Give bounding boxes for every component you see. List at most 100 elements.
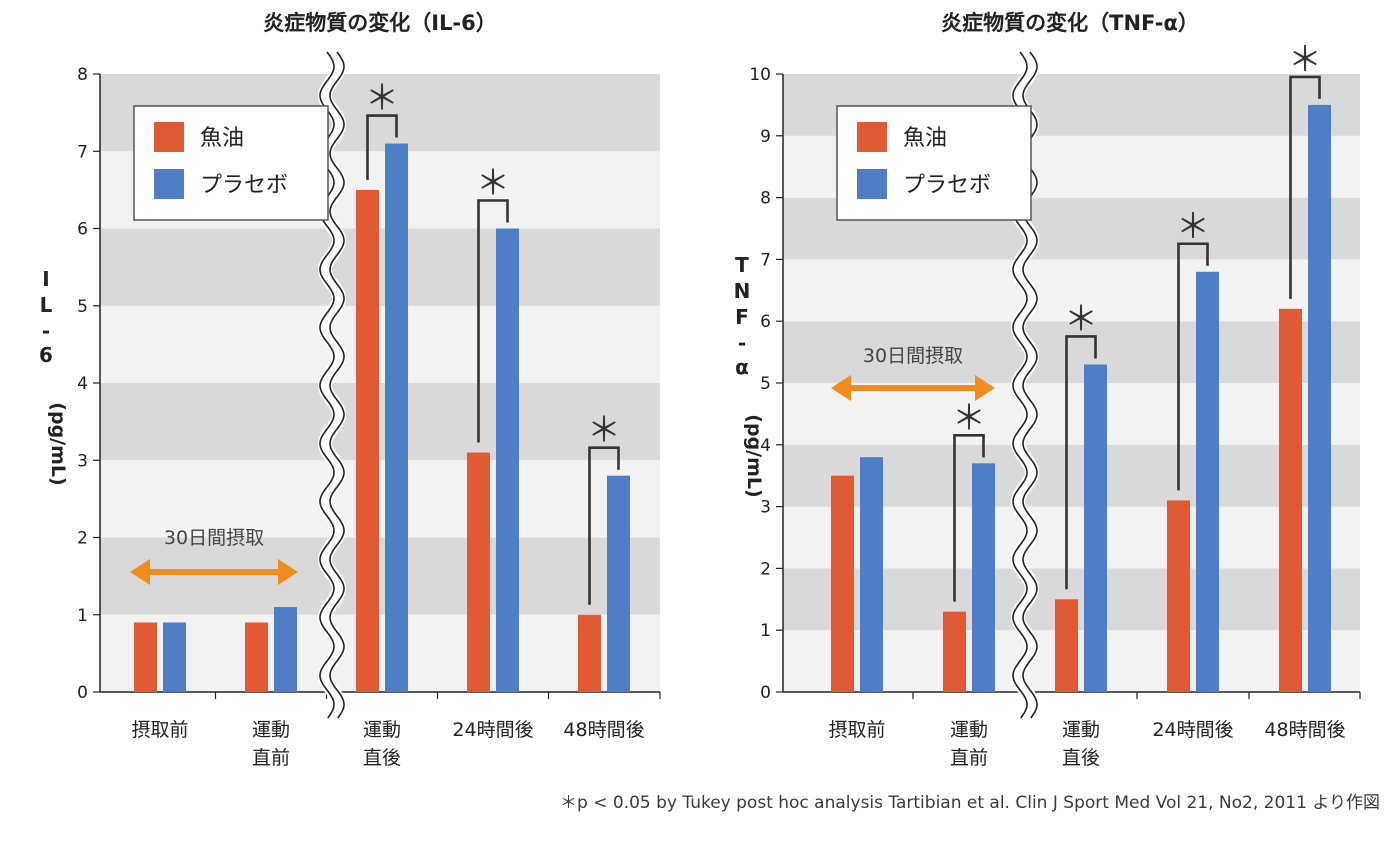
y-tick-label: 7 [77, 142, 88, 162]
y-tick-label: 8 [77, 65, 88, 85]
x-category-label: 直前 [252, 747, 290, 769]
y-tick-label: 10 [749, 65, 771, 85]
grid-band [100, 383, 660, 461]
bar-fish-oil [831, 475, 854, 692]
bar-placebo [1084, 364, 1107, 692]
x-category-label: 摂取前 [828, 719, 885, 741]
legend-swatch-fish-oil [857, 122, 887, 152]
intake-label: 30日間摂取 [863, 345, 963, 367]
y-tick-label: 4 [77, 374, 88, 394]
x-category-label: 直後 [1062, 747, 1100, 769]
bar-placebo [1196, 271, 1219, 692]
significance-asterisk: ＊ [587, 411, 621, 451]
significance-bracket [1177, 242, 1209, 491]
footnote: ＊p < 0.05 by Tukey post hoc analysis Tar… [560, 793, 1380, 813]
bar-fish-oil [467, 452, 490, 692]
y-tick-label: 6 [77, 220, 88, 240]
x-category-label: 48時間後 [563, 719, 644, 741]
y-tick-label: 0 [760, 683, 771, 703]
y-tick-label: 2 [77, 529, 88, 549]
bar-fish-oil [245, 622, 268, 692]
bar-placebo [274, 607, 297, 692]
grid-band [100, 305, 660, 383]
bar-fish-oil [356, 189, 379, 692]
significance-asterisk: ＊ [952, 398, 986, 438]
legend-label-fish-oil: 魚油 [200, 126, 244, 151]
bar-placebo [385, 143, 408, 692]
y-axis-label-unit: (pg/mL) [743, 414, 765, 497]
y-tick-label: 9 [760, 127, 771, 147]
significance-asterisk: ＊ [365, 79, 399, 119]
grid-band [783, 321, 1360, 383]
x-category-label: 運動 [363, 719, 401, 741]
intake-arrow-head-left [831, 375, 851, 401]
x-category-label: 直前 [950, 747, 988, 769]
grid-band [100, 228, 660, 306]
x-category-label: 運動 [252, 719, 290, 741]
y-tick-label: 6 [760, 312, 771, 332]
significance-asterisk: ＊ [476, 164, 510, 204]
bar-placebo [607, 475, 630, 692]
y-axis-label-unit: (pg/mL) [47, 402, 69, 485]
legend-label-fish-oil: 魚油 [903, 126, 947, 151]
y-tick-label: 4 [760, 436, 771, 456]
y-axis-label-char: - [42, 319, 50, 343]
bar-placebo [496, 228, 519, 692]
intake-arrow-head-right [278, 559, 298, 585]
significance-bracket [1065, 335, 1097, 590]
y-tick-label: 8 [760, 189, 771, 209]
intake-label: 30日間摂取 [164, 527, 264, 549]
significance-asterisk: ＊ [1064, 299, 1098, 339]
x-category-label: 摂取前 [131, 719, 188, 741]
chart-title: 炎症物質の変化（IL-6） [263, 11, 497, 35]
y-tick-label: 3 [77, 451, 88, 471]
significance-asterisk: ＊ [1288, 40, 1322, 80]
y-axis-label-char: N [734, 279, 751, 303]
y-axis-label-char: I [42, 267, 49, 291]
legend-swatch-fish-oil [154, 122, 184, 152]
significance-bracket [477, 199, 509, 443]
x-category-label: 48時間後 [1264, 719, 1345, 741]
y-tick-label: 1 [760, 621, 771, 641]
intake-arrow-head-right [975, 375, 995, 401]
y-axis-label-char: - [738, 331, 746, 355]
x-category-label: 運動 [950, 719, 988, 741]
legend-label-placebo: プラセボ [200, 173, 288, 198]
grid-band [100, 460, 660, 538]
bar-fish-oil [134, 622, 157, 692]
bar-placebo [860, 457, 883, 692]
bar-placebo [163, 622, 186, 692]
significance-bracket [588, 446, 620, 605]
y-tick-label: 7 [760, 250, 771, 270]
significance-bracket [953, 434, 985, 602]
significance-asterisk: ＊ [1176, 207, 1210, 247]
bar-placebo [972, 463, 995, 692]
y-tick-label: 5 [760, 374, 771, 394]
legend-label-placebo: プラセボ [903, 173, 991, 198]
bar-placebo [1308, 104, 1331, 692]
x-category-label: 直後 [363, 747, 401, 769]
bar-fish-oil [1055, 599, 1078, 692]
significance-bracket [366, 114, 398, 180]
grid-band [783, 259, 1360, 322]
x-category-label: 24時間後 [452, 719, 533, 741]
significance-bracket [1289, 75, 1321, 299]
y-axis-label-char: α [735, 355, 749, 379]
y-axis-label-char: T [735, 253, 749, 277]
x-category-label: 24時間後 [1152, 719, 1233, 741]
legend-swatch-placebo [154, 169, 184, 199]
chart-title: 炎症物質の変化（TNF-α） [941, 11, 1199, 35]
y-axis-label-char: L [40, 293, 53, 317]
bar-fish-oil [578, 614, 601, 692]
y-tick-label: 3 [760, 498, 771, 518]
grid-band [100, 614, 660, 692]
axis-break-line [329, 51, 345, 719]
y-axis-label-char: F [735, 305, 749, 329]
x-category-label: 運動 [1062, 719, 1100, 741]
bar-fish-oil [943, 611, 966, 692]
y-axis-label-char: 6 [39, 343, 53, 367]
y-tick-label: 5 [77, 297, 88, 317]
